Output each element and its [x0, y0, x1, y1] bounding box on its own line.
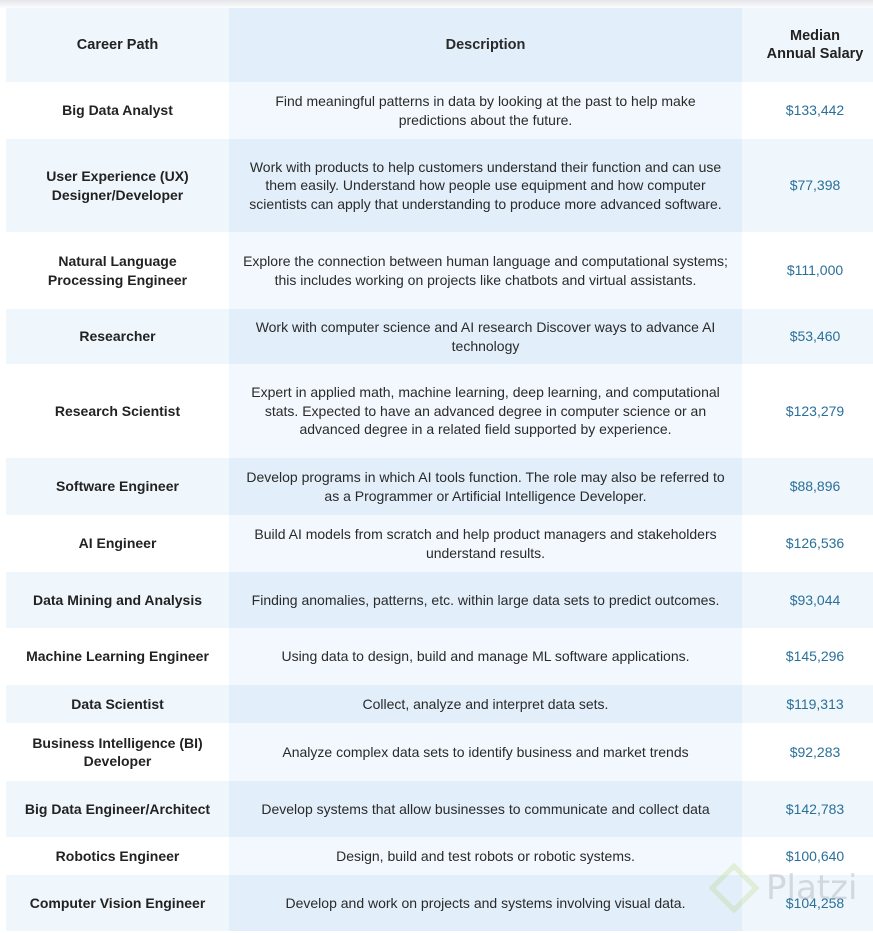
- table-row: Business Intelligence (BI) Developer Anal…: [6, 723, 873, 781]
- description-cell: Develop programs in which AI tools funct…: [229, 458, 742, 515]
- header-salary: Median Annual Salary: [742, 8, 873, 82]
- career-path-cell: Business Intelligence (BI) Developer: [6, 723, 229, 781]
- table-row: Software Engineer Develop programs in whi…: [6, 458, 873, 515]
- description-cell: Expert in applied math, machine learning…: [229, 364, 742, 458]
- header-career-path: Career Path: [6, 8, 229, 82]
- career-path-cell: Software Engineer: [6, 458, 229, 515]
- description-cell: Work with computer science and AI resear…: [229, 309, 742, 364]
- salary-cell: $111,000: [742, 232, 873, 309]
- description-cell: Explore the connection between human lan…: [229, 232, 742, 309]
- salary-cell: $133,442: [742, 82, 873, 139]
- table-row: Big Data Engineer/Architect Develop syste…: [6, 781, 873, 837]
- career-path-cell: Machine Learning Engineer: [6, 628, 229, 685]
- career-path-cell: Research Scientist: [6, 364, 229, 458]
- description-cell: Work with products to help customers und…: [229, 139, 742, 232]
- table-row: Researcher Work with computer science and…: [6, 309, 873, 364]
- career-path-cell: AI Engineer: [6, 515, 229, 572]
- table-row: Computer Vision Engineer Develop and work…: [6, 875, 873, 931]
- table-header-row: Career Path Description Median Annual Sa…: [6, 8, 873, 82]
- career-path-cell: Data Scientist: [6, 685, 229, 723]
- salary-cell: $93,044: [742, 572, 873, 628]
- table-row: Data Mining and Analysis Finding anomalie…: [6, 572, 873, 628]
- salary-cell: $123,279: [742, 364, 873, 458]
- salary-cell: $119,313: [742, 685, 873, 723]
- salary-cell: $104,258: [742, 875, 873, 931]
- description-cell: Find meaningful patterns in data by look…: [229, 82, 742, 139]
- career-salary-table: Career Path Description Median Annual Sa…: [6, 8, 873, 931]
- table-row: Data Scientist Collect, analyze and inter…: [6, 685, 873, 723]
- description-cell: Analyze complex data sets to identify bu…: [229, 723, 742, 781]
- salary-cell: $77,398: [742, 139, 873, 232]
- salary-cell: $92,283: [742, 723, 873, 781]
- description-cell: Design, build and test robots or robotic…: [229, 837, 742, 875]
- salary-cell: $88,896: [742, 458, 873, 515]
- table-row: AI Engineer Build AI models from scratch …: [6, 515, 873, 572]
- table-row: User Experience (UX) Designer/Developer W…: [6, 139, 873, 232]
- career-path-cell: Natural Language Processing Engineer: [6, 232, 229, 309]
- salary-cell: $145,296: [742, 628, 873, 685]
- salary-cell: $142,783: [742, 781, 873, 837]
- career-path-cell: Big Data Analyst: [6, 82, 229, 139]
- salary-cell: $126,536: [742, 515, 873, 572]
- salary-cell: $53,460: [742, 309, 873, 364]
- career-path-cell: Data Mining and Analysis: [6, 572, 229, 628]
- description-cell: Develop and work on projects and systems…: [229, 875, 742, 931]
- header-description: Description: [229, 8, 742, 82]
- description-cell: Develop systems that allow businesses to…: [229, 781, 742, 837]
- description-cell: Finding anomalies, patterns, etc. within…: [229, 572, 742, 628]
- description-cell: Using data to design, build and manage M…: [229, 628, 742, 685]
- description-cell: Collect, analyze and interpret data sets…: [229, 685, 742, 723]
- career-path-cell: Researcher: [6, 309, 229, 364]
- career-path-cell: Big Data Engineer/Architect: [6, 781, 229, 837]
- table-row: Robotics Engineer Design, build and test …: [6, 837, 873, 875]
- description-cell: Build AI models from scratch and help pr…: [229, 515, 742, 572]
- career-path-cell: User Experience (UX) Designer/Developer: [6, 139, 229, 232]
- table-row: Research Scientist Expert in applied math…: [6, 364, 873, 458]
- career-path-cell: Computer Vision Engineer: [6, 875, 229, 931]
- table-row: Machine Learning Engineer Using data to d…: [6, 628, 873, 685]
- salary-cell: $100,640: [742, 837, 873, 875]
- top-shadow: [0, 0, 873, 9]
- table-row: Big Data Analyst Find meaningful patterns…: [6, 82, 873, 139]
- table-row: Natural Language Processing Engineer Expl…: [6, 232, 873, 309]
- career-path-cell: Robotics Engineer: [6, 837, 229, 875]
